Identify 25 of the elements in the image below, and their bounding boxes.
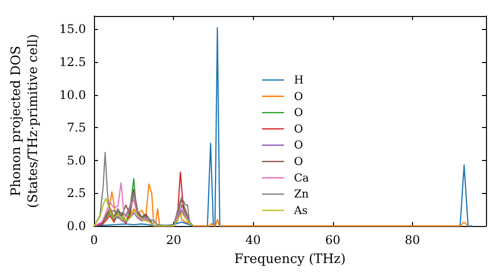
legend-label: O	[294, 90, 304, 103]
legend-label: O	[294, 155, 304, 168]
x-tick-label: 60	[325, 233, 340, 247]
y-tick-label: 12.5	[59, 54, 86, 69]
x-tick-label: 0	[90, 233, 98, 247]
y-tick-label: 5.0	[66, 153, 86, 168]
line-series	[93, 152, 194, 227]
x-tick-label: 40	[246, 233, 261, 247]
line-series	[93, 198, 194, 227]
y-tick-label: 0.0	[66, 219, 86, 233]
legend-label: H	[294, 74, 304, 86]
legend-label: O	[294, 138, 304, 152]
legend-label: Zn	[294, 188, 309, 201]
y-tick-label: 2.5	[66, 186, 86, 200]
x-tick-label: 80	[404, 233, 420, 247]
legend-label: O	[294, 122, 304, 136]
y-tick-label: 7.5	[66, 120, 86, 135]
x-tick-label: 20	[166, 233, 182, 247]
legend-label: As	[293, 204, 308, 217]
y-axis-title: Phonon projected DOS (States/THz·primitive cell)	[9, 34, 41, 208]
x-axis-title: Frequency (THz)	[234, 252, 346, 267]
y-tick-label: 10.0	[59, 88, 86, 102]
legend-label: O	[294, 106, 304, 120]
y-tick-label: 15.0	[59, 22, 86, 36]
legend-label: Ca	[294, 171, 310, 184]
